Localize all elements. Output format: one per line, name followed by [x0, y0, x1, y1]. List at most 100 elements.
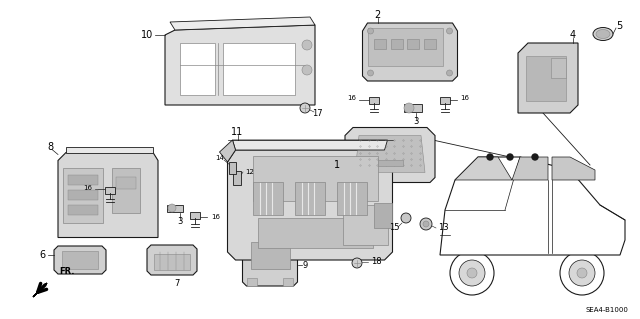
Bar: [374, 39, 386, 49]
Circle shape: [447, 28, 452, 34]
Ellipse shape: [593, 27, 613, 41]
Bar: [233, 171, 241, 185]
Bar: [68, 205, 98, 215]
Text: 16: 16: [460, 95, 469, 101]
Circle shape: [577, 268, 587, 278]
Circle shape: [467, 268, 477, 278]
Bar: [390, 39, 403, 49]
Text: 15: 15: [388, 224, 399, 233]
Polygon shape: [362, 23, 458, 81]
Polygon shape: [455, 157, 512, 180]
Text: 14: 14: [216, 155, 225, 161]
Bar: [369, 97, 379, 103]
Bar: [257, 218, 372, 248]
Polygon shape: [518, 43, 578, 113]
Polygon shape: [220, 140, 236, 162]
Bar: [68, 175, 98, 185]
Bar: [190, 211, 200, 219]
Text: 16: 16: [347, 95, 356, 101]
Text: 6: 6: [40, 250, 46, 260]
Polygon shape: [223, 43, 295, 95]
Text: 4: 4: [570, 30, 576, 40]
Polygon shape: [58, 152, 158, 238]
Bar: [367, 28, 442, 66]
Bar: [68, 190, 98, 200]
Polygon shape: [552, 157, 595, 180]
Text: 11: 11: [232, 127, 244, 137]
Circle shape: [352, 258, 362, 268]
Text: 16: 16: [211, 214, 220, 220]
Bar: [228, 162, 236, 174]
Polygon shape: [295, 182, 325, 215]
Bar: [250, 241, 289, 269]
Circle shape: [447, 70, 452, 76]
Ellipse shape: [596, 29, 610, 39]
Circle shape: [560, 251, 604, 295]
Bar: [247, 278, 257, 286]
Circle shape: [300, 103, 310, 113]
Circle shape: [569, 260, 595, 286]
Circle shape: [302, 65, 312, 75]
Text: 16: 16: [83, 185, 92, 191]
Bar: [283, 278, 293, 286]
Circle shape: [367, 70, 374, 76]
Circle shape: [423, 221, 429, 227]
Bar: [374, 203, 392, 227]
Polygon shape: [147, 245, 197, 275]
Circle shape: [401, 213, 411, 223]
Polygon shape: [440, 157, 625, 255]
Bar: [105, 187, 115, 194]
Bar: [424, 39, 436, 49]
Text: 7: 7: [174, 278, 180, 287]
Text: 1: 1: [334, 160, 340, 170]
Circle shape: [450, 251, 494, 295]
Polygon shape: [165, 25, 315, 105]
Bar: [112, 167, 140, 212]
Polygon shape: [66, 146, 153, 152]
Text: 5: 5: [616, 21, 622, 31]
Circle shape: [302, 40, 312, 50]
Polygon shape: [232, 140, 387, 150]
Bar: [253, 155, 378, 201]
Text: 3: 3: [177, 218, 182, 226]
Bar: [526, 56, 566, 100]
Polygon shape: [345, 128, 435, 182]
Bar: [116, 177, 136, 189]
Circle shape: [367, 28, 374, 34]
Bar: [407, 39, 419, 49]
Bar: [440, 97, 450, 103]
Circle shape: [404, 103, 414, 113]
Polygon shape: [512, 157, 548, 180]
Polygon shape: [54, 246, 106, 274]
Text: 13: 13: [438, 224, 449, 233]
Circle shape: [532, 154, 538, 160]
Polygon shape: [62, 251, 98, 269]
Text: 17: 17: [312, 108, 323, 117]
Text: SEA4-B1000: SEA4-B1000: [585, 307, 628, 313]
Bar: [342, 205, 387, 245]
Polygon shape: [33, 283, 47, 297]
Circle shape: [507, 154, 513, 160]
Bar: [154, 254, 190, 270]
Circle shape: [459, 260, 485, 286]
Polygon shape: [337, 182, 367, 215]
Polygon shape: [170, 17, 315, 30]
Text: FR.: FR.: [60, 266, 75, 276]
Circle shape: [487, 154, 493, 160]
Polygon shape: [180, 43, 215, 95]
Text: 9: 9: [303, 261, 308, 270]
Text: 10: 10: [141, 30, 153, 40]
Circle shape: [168, 204, 176, 212]
Bar: [63, 167, 103, 222]
Bar: [167, 204, 183, 211]
Text: 2: 2: [374, 10, 381, 20]
Polygon shape: [355, 136, 425, 173]
Circle shape: [420, 218, 432, 230]
Bar: [378, 160, 403, 166]
Text: 18: 18: [371, 256, 381, 265]
Text: 12: 12: [245, 169, 254, 175]
Text: 8: 8: [47, 143, 53, 152]
Polygon shape: [227, 150, 392, 260]
Polygon shape: [253, 182, 283, 215]
Polygon shape: [243, 234, 298, 286]
